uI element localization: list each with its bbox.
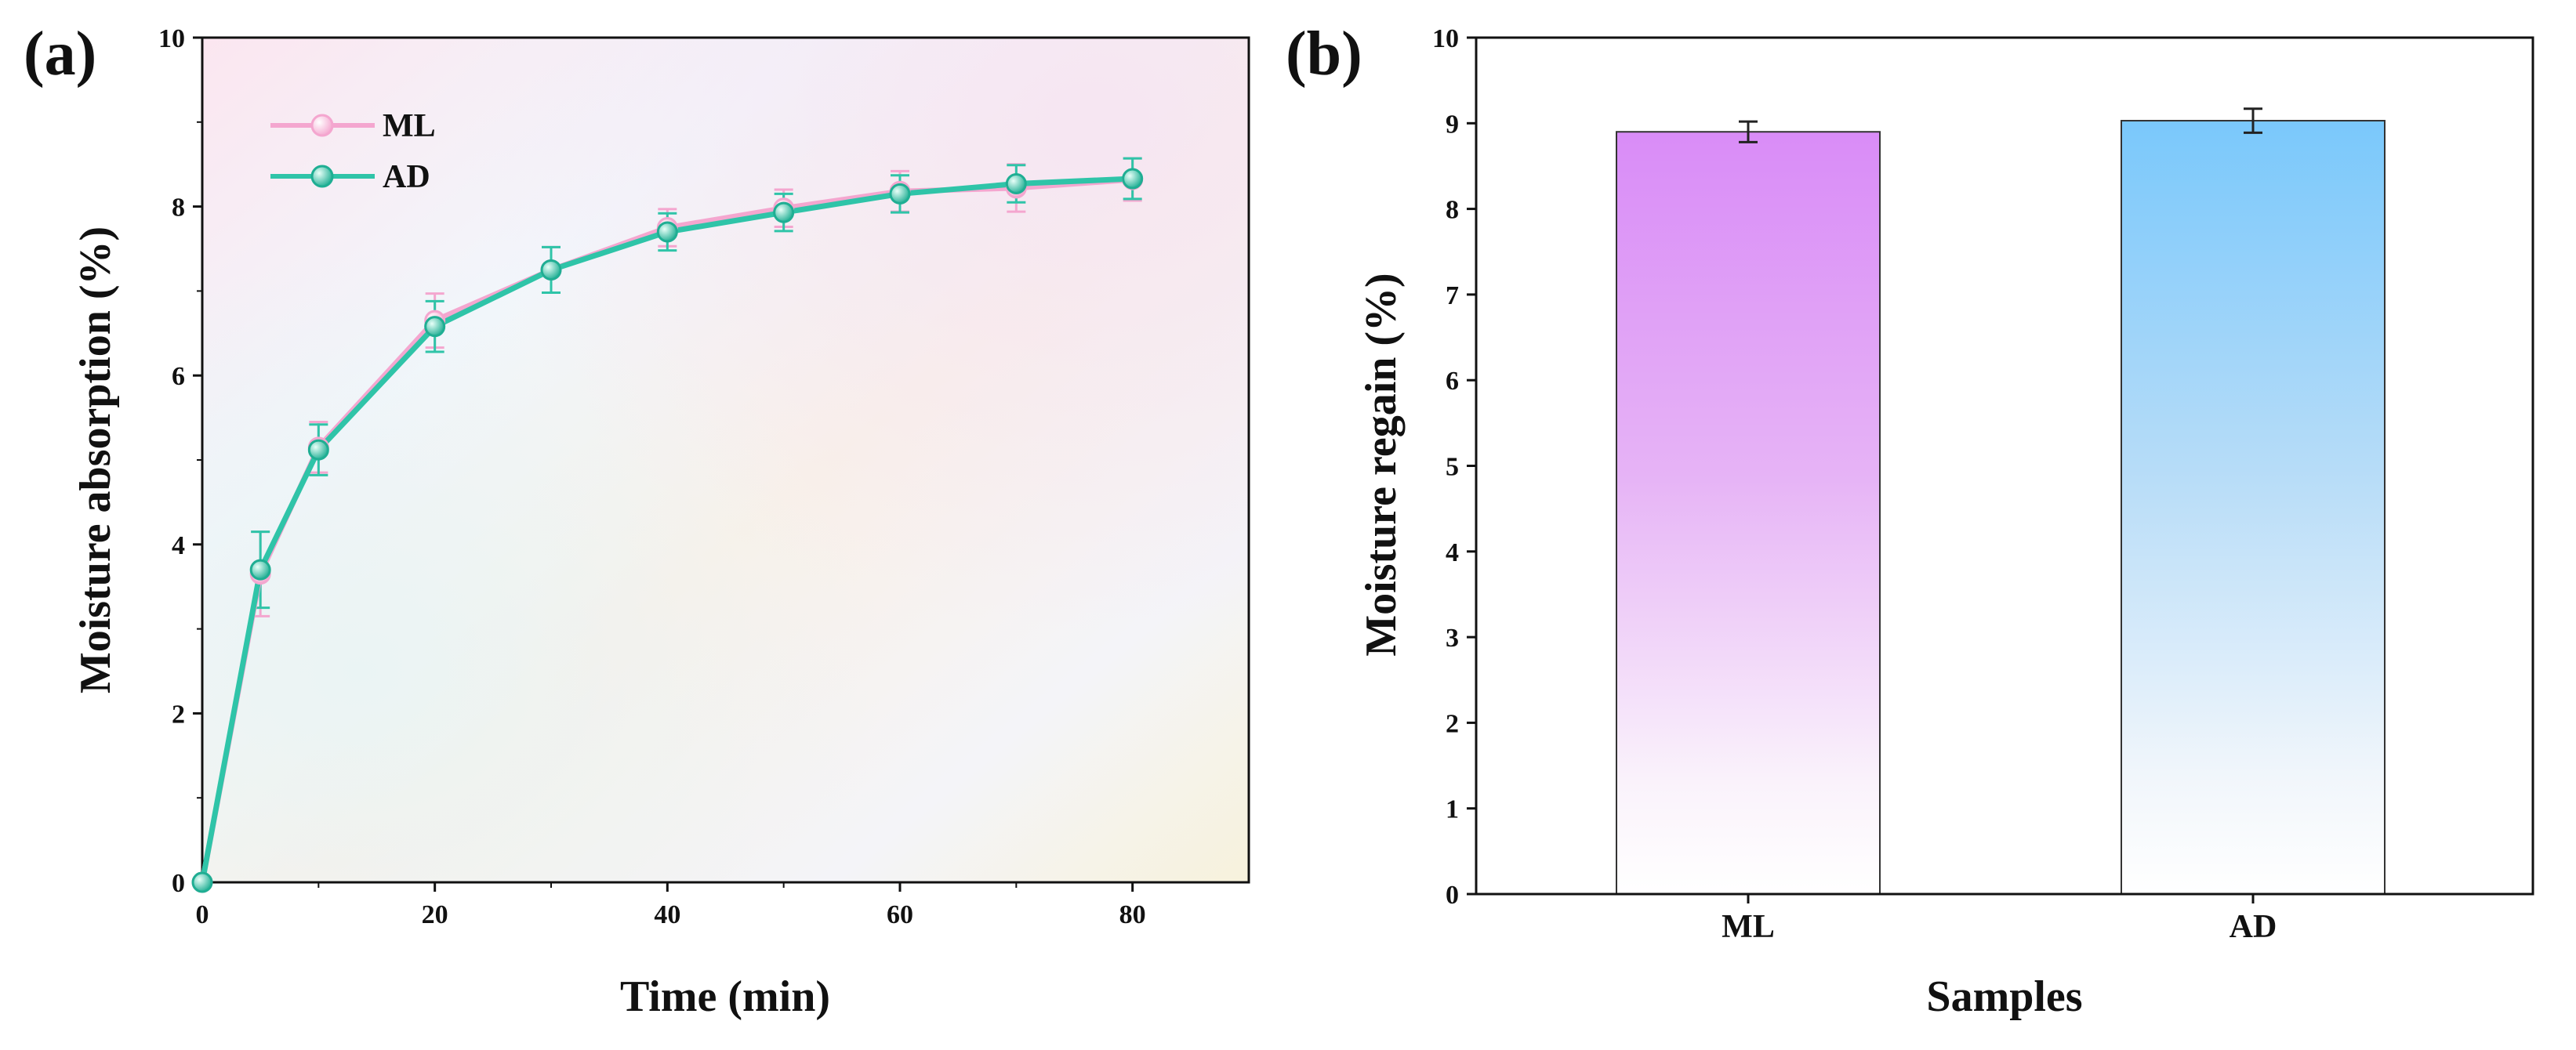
legend-ml-label: ML bbox=[383, 108, 436, 144]
legend: ML AD bbox=[270, 108, 436, 195]
y-tick-label: 3 bbox=[1446, 624, 1459, 653]
plot-b-bars bbox=[1616, 120, 2386, 896]
plot-a-background-glow-bottom bbox=[202, 38, 1249, 882]
plot-b-error-bars bbox=[1739, 107, 2262, 143]
y-tick-label: 5 bbox=[1446, 453, 1459, 482]
series-ad-point bbox=[1005, 172, 1027, 194]
y-tick-label: 6 bbox=[1446, 367, 1459, 396]
y-tick-label: 6 bbox=[172, 362, 185, 391]
plot-a-y-axis-title: Moisture absorption (%) bbox=[71, 226, 120, 693]
series-ad-point bbox=[249, 559, 271, 581]
category-label-ad: AD bbox=[2230, 909, 2277, 945]
plot-a-error-bars bbox=[251, 157, 1142, 617]
plot-a-x-ticks: 0 20 40 60 80 bbox=[196, 882, 1146, 929]
series-ad-point bbox=[773, 201, 795, 223]
x-tick-label: 60 bbox=[887, 900, 913, 929]
legend-ad-label: AD bbox=[383, 159, 430, 195]
bar-ad bbox=[2121, 120, 2386, 895]
y-tick-label: 1 bbox=[1446, 795, 1459, 824]
plot-a-markers bbox=[191, 168, 1144, 893]
y-tick-label: 0 bbox=[172, 869, 185, 898]
x-tick-label: 20 bbox=[422, 900, 448, 929]
plot-a-y-ticks: 0 2 4 6 8 10 bbox=[158, 24, 202, 898]
panel-a: (a) 0 2 4 6 8 10 0 20 40 60 80 ML AD Time (min) M… bbox=[24, 20, 1250, 1021]
series-ad-point bbox=[889, 183, 911, 205]
series-ad-point bbox=[424, 316, 446, 338]
plot-b-y-axis-title: Moisture regain (%) bbox=[1357, 273, 1406, 656]
y-tick-label: 10 bbox=[158, 24, 185, 53]
x-tick-label: 40 bbox=[654, 900, 680, 929]
y-tick-label: 9 bbox=[1446, 110, 1459, 139]
series-ad-point bbox=[307, 439, 329, 461]
x-tick-label: 80 bbox=[1119, 900, 1146, 929]
legend-ad-marker bbox=[310, 165, 334, 188]
y-tick-label: 10 bbox=[1432, 24, 1459, 53]
panel-a-label: (a) bbox=[24, 20, 96, 89]
panel-b: (b) 0 1 2 3 4 5 6 7 8 9 10 ML AD Samples Moisture r… bbox=[1286, 20, 2534, 1021]
panel-b-label: (b) bbox=[1286, 20, 1362, 89]
y-tick-label: 2 bbox=[172, 700, 185, 729]
plot-b-x-ticks: ML AD bbox=[1722, 894, 2277, 945]
category-label-ml: ML bbox=[1722, 909, 1775, 945]
y-tick-label: 7 bbox=[1446, 281, 1459, 310]
y-tick-label: 2 bbox=[1446, 709, 1459, 738]
y-tick-label: 4 bbox=[172, 531, 185, 560]
series-ad-point bbox=[656, 221, 678, 243]
y-tick-label: 0 bbox=[1446, 881, 1459, 910]
series-ad-line bbox=[199, 176, 1133, 883]
plot-b-x-axis-title: Samples bbox=[1926, 972, 2082, 1021]
y-tick-label: 8 bbox=[1446, 196, 1459, 225]
series-ad-point bbox=[191, 871, 213, 893]
series-ad-point bbox=[1122, 168, 1144, 190]
y-tick-label: 4 bbox=[1446, 538, 1459, 567]
x-tick-label: 0 bbox=[196, 900, 209, 929]
plot-b-y-ticks: 0 1 2 3 4 5 6 7 8 9 10 bbox=[1432, 24, 1476, 910]
plot-a-x-axis-title: Time (min) bbox=[620, 972, 830, 1021]
plot-a-lines bbox=[199, 176, 1133, 883]
bar-ml bbox=[1616, 131, 1881, 896]
legend-ml-marker bbox=[310, 114, 334, 137]
y-tick-label: 8 bbox=[172, 194, 185, 223]
series-ad-point bbox=[540, 259, 562, 281]
